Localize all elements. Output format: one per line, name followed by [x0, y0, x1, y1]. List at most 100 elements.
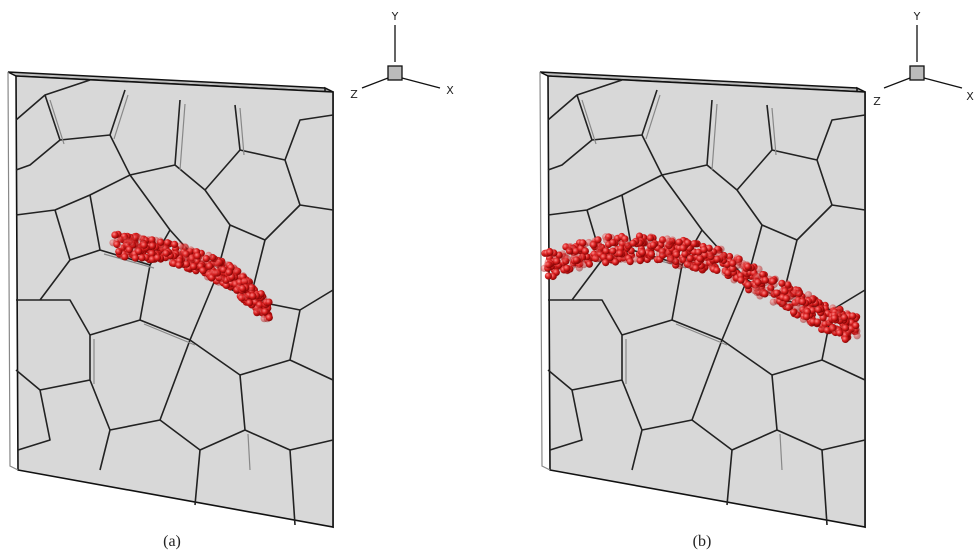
particle — [680, 245, 687, 252]
particle — [154, 254, 161, 261]
particle — [762, 277, 769, 284]
particle — [596, 246, 603, 253]
particle — [668, 257, 675, 264]
particle — [118, 244, 125, 251]
particle — [262, 308, 269, 315]
particle — [606, 254, 613, 261]
particle — [141, 242, 148, 249]
particle — [719, 254, 726, 261]
particle — [799, 298, 806, 305]
particle — [729, 260, 736, 267]
particle — [809, 295, 816, 302]
particle — [171, 241, 178, 248]
particle — [687, 255, 694, 262]
particle — [265, 299, 272, 306]
particle — [713, 267, 720, 274]
particle — [206, 263, 213, 270]
particle — [664, 250, 671, 257]
particle — [138, 235, 145, 242]
particle — [545, 272, 552, 279]
particle — [769, 278, 776, 285]
particle — [609, 239, 616, 246]
particle — [690, 240, 697, 247]
axis-label: X — [966, 90, 974, 103]
particle — [544, 261, 551, 268]
particle — [783, 295, 790, 302]
particle — [854, 332, 861, 339]
particle — [692, 265, 699, 272]
axis-label: Y — [913, 10, 921, 23]
particle — [744, 263, 751, 270]
axis-label: Z — [350, 88, 358, 101]
particle — [175, 262, 182, 269]
particle — [650, 242, 657, 249]
particle — [203, 255, 210, 262]
particle — [639, 249, 646, 256]
particle — [246, 299, 253, 306]
axis-label: Y — [391, 10, 399, 23]
particle — [214, 261, 221, 268]
particle — [623, 240, 630, 247]
particle — [163, 250, 170, 257]
particle — [852, 322, 859, 329]
particle — [842, 324, 849, 331]
particle — [211, 270, 218, 277]
particle — [842, 336, 849, 343]
axis-label: Z — [873, 95, 881, 108]
particle — [815, 306, 822, 313]
particle — [239, 285, 246, 292]
particle — [573, 256, 580, 263]
particle — [630, 240, 637, 247]
slab — [8, 72, 333, 527]
particle — [579, 239, 586, 246]
particle — [138, 254, 145, 261]
particle — [266, 314, 273, 321]
particle — [616, 250, 623, 257]
particle — [126, 238, 133, 245]
particle — [218, 275, 225, 282]
particle — [737, 277, 744, 284]
particle — [226, 269, 233, 276]
particle — [778, 280, 785, 287]
particle — [243, 278, 250, 285]
particle — [647, 234, 654, 241]
particle — [830, 326, 837, 333]
particle — [755, 266, 762, 273]
particle — [183, 261, 190, 268]
particle — [754, 279, 761, 286]
particle — [790, 309, 797, 316]
particle — [814, 319, 821, 326]
particle — [609, 248, 616, 255]
particle — [149, 242, 156, 249]
particle — [637, 257, 644, 264]
particle — [135, 248, 142, 255]
particle — [648, 251, 655, 258]
particle — [836, 329, 843, 336]
particle — [564, 255, 571, 262]
particle — [773, 290, 780, 297]
particle — [803, 313, 810, 320]
particle — [781, 288, 788, 295]
particle — [580, 261, 587, 268]
particle — [770, 299, 777, 306]
particle — [566, 243, 573, 250]
particle — [563, 265, 570, 272]
particle — [761, 290, 768, 297]
particle — [177, 242, 184, 249]
particle — [121, 253, 128, 260]
panel-caption: (b) — [693, 533, 712, 550]
particle — [700, 246, 707, 253]
particle — [697, 255, 704, 262]
particle — [249, 293, 256, 300]
particle — [849, 312, 856, 319]
particle — [792, 287, 799, 294]
particle — [148, 236, 155, 243]
axis-label: X — [446, 84, 454, 97]
particle — [126, 246, 133, 253]
particle — [553, 258, 560, 265]
particle — [183, 251, 190, 258]
particle — [132, 255, 139, 262]
particle — [582, 248, 589, 255]
figure: Y X Z Y X Z (a) (b) — [0, 0, 978, 554]
particle — [546, 249, 553, 256]
